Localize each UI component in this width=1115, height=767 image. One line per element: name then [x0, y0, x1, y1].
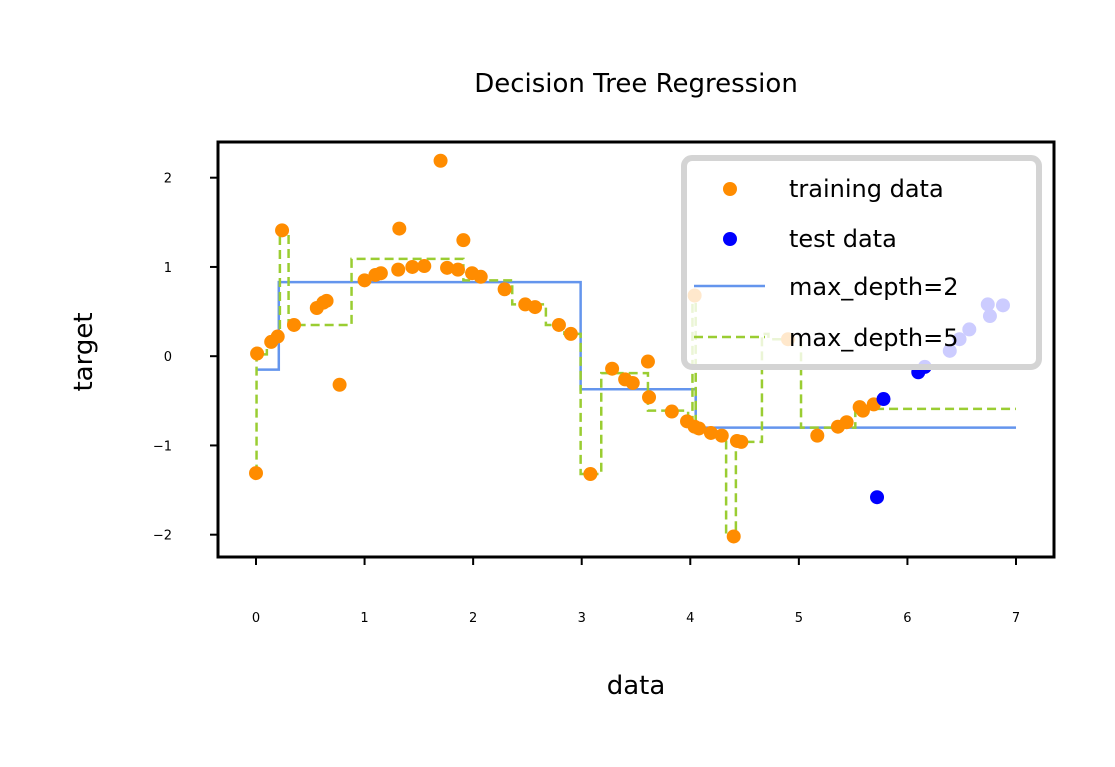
legend-marker-training	[723, 182, 737, 196]
training-point	[855, 403, 870, 418]
axes-frame	[216, 140, 1056, 559]
training-point	[440, 260, 455, 275]
training-point	[319, 293, 334, 308]
training-point	[473, 269, 488, 284]
training-point	[563, 326, 578, 341]
training-point	[810, 428, 825, 443]
training-point	[726, 529, 741, 544]
training-point	[691, 421, 706, 436]
training-point	[714, 428, 729, 443]
training-point	[392, 221, 407, 236]
y-tick-label: 0	[164, 350, 172, 365]
x-tick-label: 2	[469, 611, 477, 626]
y-tick-label: −2	[153, 529, 172, 544]
x-tick-label: 3	[578, 611, 586, 626]
training-point	[373, 266, 388, 281]
training-point	[357, 273, 372, 288]
training-point	[528, 300, 543, 315]
training-point	[642, 390, 657, 405]
training-point	[391, 262, 406, 277]
chart-title: Decision Tree Regression	[474, 69, 798, 99]
x-tick-label: 5	[795, 611, 803, 626]
x-tick-label: 7	[1012, 611, 1020, 626]
legend-marker-test	[723, 232, 737, 246]
training-point	[703, 425, 718, 440]
x-axis-label: data	[607, 671, 666, 701]
y-tick-label: 1	[164, 261, 172, 276]
training-point	[275, 223, 290, 238]
x-tick-label: 6	[903, 611, 911, 626]
axis-ticks: 0 1 2 3 4 5 6 7 −2 −1 0 1 2	[153, 172, 1020, 626]
training-point	[332, 377, 347, 392]
y-axis-label: target	[69, 312, 99, 391]
legend-label-test: test data	[789, 225, 897, 253]
test-point	[870, 490, 885, 505]
training-point	[450, 262, 465, 277]
legend-label-depth5: max_depth=5	[789, 324, 959, 352]
training-point	[734, 434, 749, 449]
training-point	[839, 415, 854, 430]
training-point	[270, 329, 285, 344]
y-tick-label: −1	[153, 439, 172, 454]
legend-label-depth2: max_depth=2	[789, 273, 959, 301]
training-point	[497, 282, 512, 297]
training-point	[287, 317, 301, 332]
y-tick-label: 2	[164, 172, 172, 187]
test-point	[876, 392, 891, 407]
training-point	[583, 467, 598, 481]
training-point	[249, 466, 263, 481]
training-point	[405, 259, 420, 274]
training-point	[625, 375, 640, 390]
x-tick-label: 1	[360, 611, 368, 626]
training-point	[433, 153, 448, 168]
legend: training data test data max_depth=2 max_…	[681, 155, 1042, 370]
training-point	[250, 346, 265, 361]
training-point	[456, 233, 471, 248]
training-point	[605, 361, 620, 376]
legend-box	[681, 155, 1042, 370]
legend-label-training: training data	[789, 175, 944, 203]
x-tick-label: 0	[252, 611, 260, 626]
training-point	[640, 354, 655, 369]
x-tick-label: 4	[686, 611, 694, 626]
training-point	[551, 317, 566, 332]
training-point	[417, 259, 432, 274]
training-point	[664, 404, 679, 419]
